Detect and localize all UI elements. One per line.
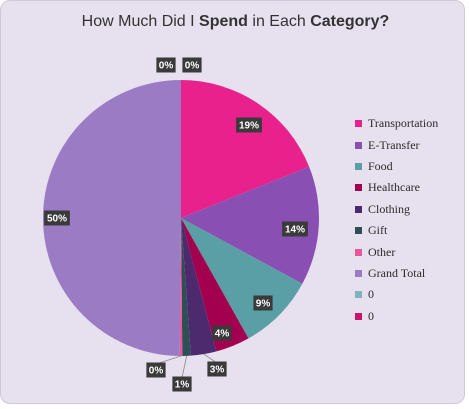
legend-item: Food [355, 156, 463, 177]
data-label-text: 0% [149, 366, 164, 377]
data-label: 3% [207, 361, 227, 377]
data-label-box [156, 57, 176, 73]
legend-item: Gift [355, 220, 463, 241]
data-label-text: 0% [185, 61, 200, 72]
data-label-text: 4% [215, 329, 230, 340]
legend-label: 0 [368, 308, 374, 323]
pie-slice [42, 80, 181, 356]
legend-swatch [355, 120, 362, 128]
legend-swatch [355, 162, 362, 170]
chart-container: How Much Did I Spend in Each Category? 1… [0, 0, 465, 404]
data-label-box [236, 117, 262, 133]
data-label-text: 0% [159, 61, 174, 72]
legend-label: Food [368, 158, 393, 173]
legend-swatch [355, 184, 362, 192]
data-label: 50% [44, 210, 70, 226]
data-label-box [282, 221, 308, 237]
legend-swatch [355, 269, 362, 277]
legend-swatch [355, 141, 362, 149]
legend-label: Healthcare [368, 180, 420, 195]
data-label: 4% [212, 325, 232, 341]
legend-label: Gift [368, 223, 388, 238]
legend-swatch [355, 227, 362, 235]
legend-item: E-Transfer [355, 134, 463, 155]
data-label-box [172, 376, 192, 392]
legend-item: 0 [355, 306, 463, 327]
pie-slice [179, 218, 183, 356]
data-label-box [207, 361, 227, 377]
pie-slice [181, 166, 319, 284]
data-label-box [212, 325, 232, 341]
data-label: 0% [146, 362, 166, 378]
data-label-text: 1% [175, 380, 190, 391]
data-label-box [146, 362, 166, 378]
chart-legend: Transportation E-Transfer Food Healthcare Cl… [355, 113, 463, 327]
data-label: 0% [156, 57, 176, 73]
legend-label: Clothing [368, 201, 411, 216]
data-label-text: 9% [256, 299, 271, 310]
pie-slice [181, 218, 217, 356]
chart-title-part: How Much Did I [81, 13, 200, 30]
data-label-box [182, 57, 202, 73]
legend-label: Other [368, 244, 396, 259]
data-label: 0% [182, 57, 202, 73]
legend-swatch [355, 248, 362, 256]
legend-label: 0 [368, 287, 374, 302]
data-label: 1% [172, 376, 192, 392]
chart-title: How Much Did I Spend in Each Category? [1, 13, 469, 31]
legend-item: Other [355, 241, 463, 262]
legend-label: Transportation [368, 116, 439, 131]
pie-slice [181, 80, 310, 218]
legend-label: E-Transfer [368, 137, 420, 152]
legend-item: Healthcare [355, 177, 463, 198]
chart-title-part: Spend [199, 13, 248, 30]
leader-line [181, 355, 188, 379]
data-label-text: 14% [285, 225, 305, 236]
legend-swatch [355, 312, 362, 320]
data-label-text: 3% [210, 365, 225, 376]
data-label: 9% [253, 295, 273, 311]
chart-title-part: Category? [310, 13, 390, 30]
legend-item: Clothing [355, 199, 463, 220]
chart-title-part: in Each [247, 13, 311, 30]
legend-swatch [355, 291, 362, 299]
data-label: 14% [282, 221, 308, 237]
legend-item: Grand Total [355, 263, 463, 284]
data-label-box [253, 295, 273, 311]
pie-slice [181, 218, 249, 352]
legend-label: Grand Total [368, 265, 426, 280]
legend-item: Transportation [355, 113, 463, 134]
data-label-text: 50% [47, 214, 67, 225]
data-label-text: 19% [239, 121, 259, 132]
pie-slice [181, 218, 191, 356]
legend-item: 0 [355, 284, 463, 305]
legend-swatch [355, 205, 362, 213]
data-label-box [44, 210, 70, 226]
data-label: 19% [236, 117, 262, 133]
